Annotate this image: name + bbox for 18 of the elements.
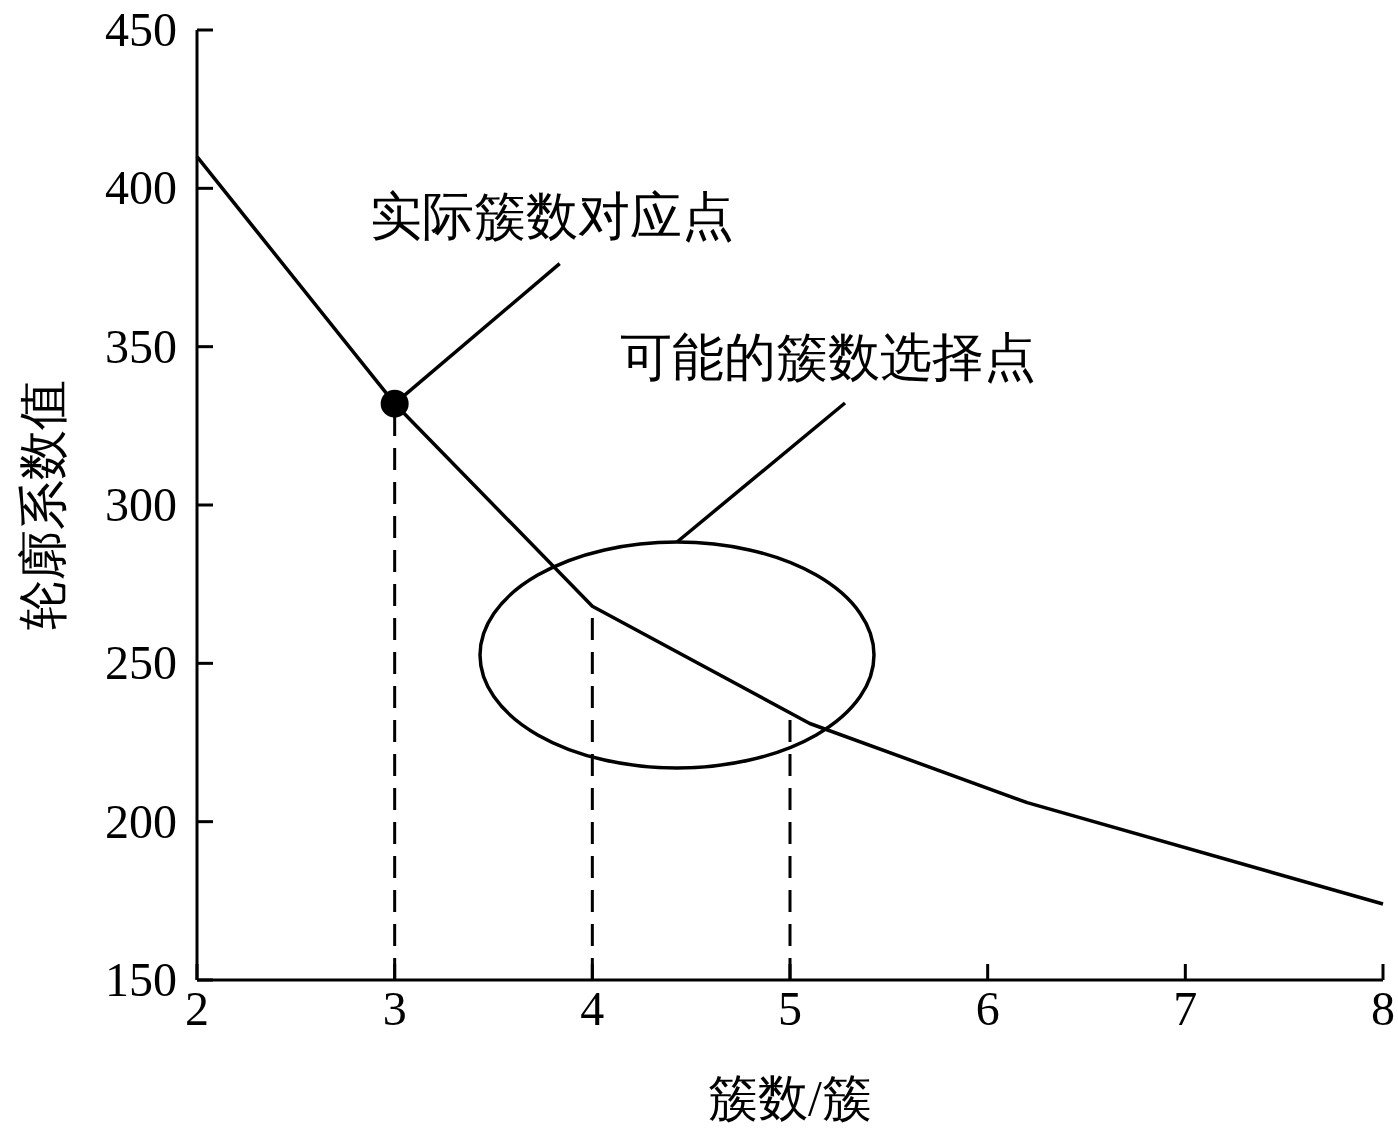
y-tick-label: 250 (105, 636, 177, 690)
x-tick-label: 6 (975, 982, 1000, 1035)
x-axis-title: 簇数/簇 (708, 1070, 872, 1126)
annotation: 实际簇数对应点 (369, 187, 734, 245)
y-tick-label: 300 (105, 478, 177, 531)
y-tick-label: 450 (105, 3, 177, 56)
y-tick-label: 150 (105, 953, 177, 1006)
y-tick-label: 400 (105, 161, 177, 215)
x-tick-label: 8 (1371, 982, 1395, 1035)
y-tick-label: 350 (105, 319, 177, 373)
x-tick-label: 3 (382, 982, 407, 1035)
annotation: 可能的簇数选择点 (620, 329, 1036, 386)
x-tick-label: 2 (185, 982, 209, 1035)
y-axis-title: 轮廓系数值 (15, 380, 71, 630)
x-tick-label: 4 (580, 982, 605, 1035)
y-tick-label: 200 (105, 794, 177, 848)
x-tick-label: 7 (1173, 982, 1198, 1035)
x-tick-label: 5 (778, 982, 802, 1035)
